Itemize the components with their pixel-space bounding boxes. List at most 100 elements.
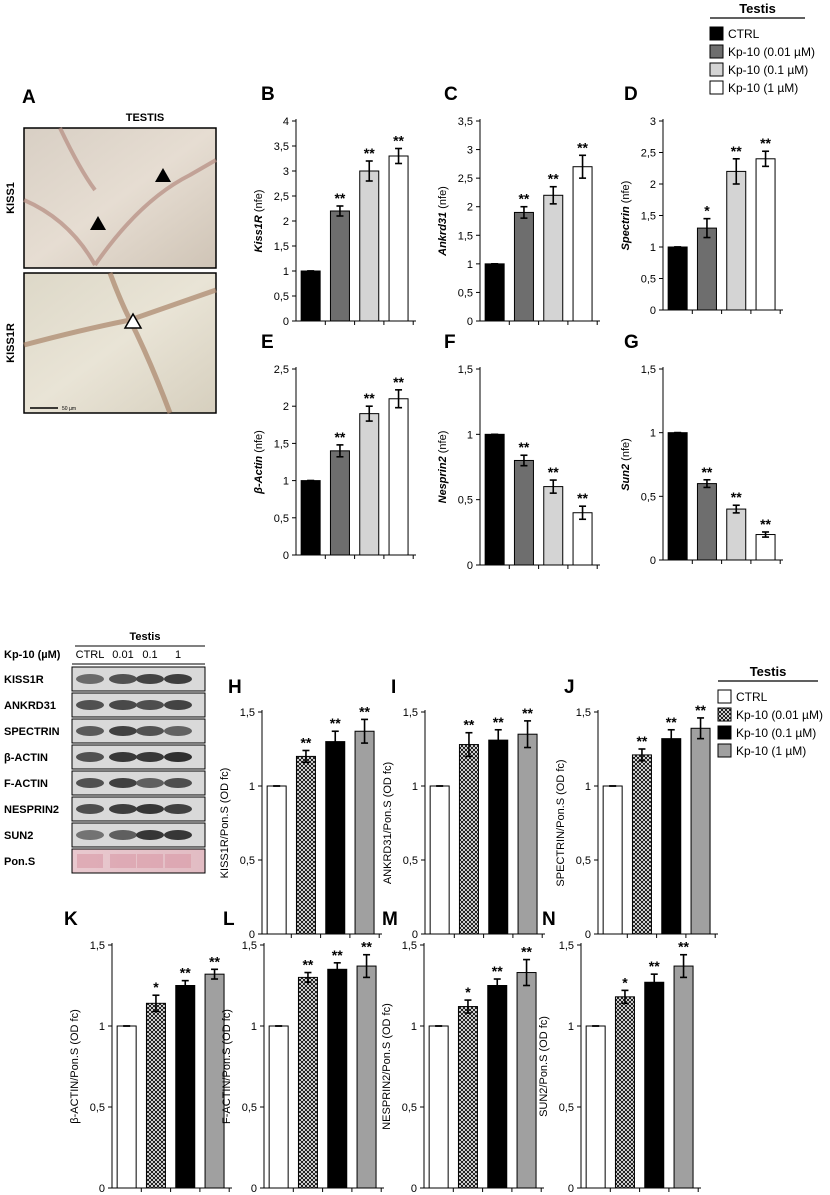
y-tick-label: 0 — [411, 1183, 417, 1195]
y-tick-label: 2 — [467, 202, 473, 214]
significance-label: ** — [300, 734, 311, 750]
y-axis-label-unit: KISS1R/Pon.S (OD fc) — [219, 768, 231, 879]
significance-label: ** — [666, 714, 677, 730]
y-tick-label: 0,5 — [242, 1102, 257, 1114]
y-axis-label: β-ACTIN/Pon.S (OD fc) — [69, 1009, 81, 1124]
significance-label: ** — [334, 429, 345, 445]
western-blot-panel: Testis Kp-10 (µM) CTRL 0.01 0.1 1 KISS1R ANKRD3… — [4, 631, 206, 874]
bar — [614, 996, 635, 1189]
significance-label: ** — [695, 702, 706, 718]
y-axis-label-gene: Sun2 — [620, 464, 632, 491]
y-tick-label: 1 — [585, 781, 591, 793]
panel-letter: E — [261, 332, 274, 353]
wb-row-label: β-ACTIN — [4, 752, 48, 764]
wb-band — [164, 830, 192, 840]
y-tick-label: 1 — [412, 781, 418, 793]
bar — [458, 744, 479, 935]
bar — [513, 211, 534, 322]
legend-swatch — [709, 44, 724, 59]
y-tick-label: 2,5 — [458, 173, 473, 185]
panel-letter: J — [564, 677, 575, 698]
y-tick-label: 0,5 — [240, 855, 255, 867]
significance-label: * — [622, 974, 628, 990]
wb-band — [76, 778, 104, 788]
bar — [488, 739, 509, 935]
y-axis-label: Ankrd31 (nfe) — [437, 186, 449, 257]
y-axis-label: SPECTRIN/Pon.S (OD fc) — [555, 759, 567, 886]
histology-row-label-kiss1: KISS1 — [5, 182, 17, 214]
bar — [325, 741, 346, 935]
y-tick-label: 3,5 — [458, 116, 473, 128]
panel-letter: H — [228, 677, 242, 698]
significance-label: ** — [463, 717, 474, 733]
wb-band — [164, 700, 192, 710]
bar — [266, 785, 287, 935]
legend-label: CTRL — [736, 690, 768, 704]
significance-label: ** — [548, 171, 559, 187]
wb-band — [137, 854, 163, 868]
y-tick-label: 0,5 — [458, 287, 473, 299]
y-tick-label: 1 — [650, 242, 656, 254]
y-axis-label-unit: (nfe) — [437, 186, 449, 212]
legend-label: Kp-10 (0.1 µM) — [728, 63, 808, 77]
significance-label: ** — [701, 464, 712, 480]
y-tick-label: 1,5 — [559, 940, 574, 952]
wb-band — [164, 778, 192, 788]
chart-c: C 0 0,5 1 1,5 2 2,5 3 3,5 Ankrd31 (nfe) ** ** ** — [437, 84, 600, 328]
y-tick-label: 0,5 — [458, 495, 473, 507]
y-axis-label-unit: (nfe) — [620, 181, 632, 207]
bar — [484, 433, 505, 566]
legend-swatch — [717, 725, 732, 740]
bar — [429, 785, 450, 935]
bar — [484, 263, 505, 322]
legend-label: CTRL — [728, 27, 760, 41]
wb-band — [164, 752, 192, 762]
bar — [268, 1025, 289, 1189]
y-axis-label-unit: (nfe) — [620, 438, 632, 464]
bar — [145, 1002, 166, 1189]
bar — [726, 170, 747, 311]
significance-label: ** — [334, 190, 345, 206]
significance-label: ** — [492, 963, 503, 979]
y-axis-label: Sun2 (nfe) — [620, 438, 632, 491]
y-tick-label: 1,5 — [403, 707, 418, 719]
bar — [388, 398, 409, 556]
legend-label: Kp-10 (0.01 µM) — [728, 45, 815, 59]
y-tick-label: 1 — [568, 1021, 574, 1033]
y-tick-label: 0,5 — [576, 855, 591, 867]
y-tick-label: 0 — [249, 929, 255, 941]
y-tick-label: 0,5 — [641, 491, 656, 503]
y-tick-label: 3 — [467, 145, 473, 157]
significance-label: ** — [209, 953, 220, 969]
bar — [602, 785, 623, 935]
bar — [513, 459, 534, 566]
wb-band — [164, 804, 192, 814]
y-tick-label: 3 — [650, 116, 656, 128]
bar — [667, 432, 688, 561]
significance-label: ** — [330, 715, 341, 731]
histology-row-label-kiss1r: KISS1R — [5, 323, 17, 363]
bar — [667, 246, 688, 311]
y-axis-label-unit: (nfe) — [437, 431, 449, 457]
legend-swatch — [717, 743, 732, 758]
y-tick-label: 1,5 — [458, 230, 473, 242]
bar — [327, 968, 348, 1189]
y-tick-label: 1 — [467, 259, 473, 271]
significance-label: ** — [577, 490, 588, 506]
significance-label: ** — [364, 390, 375, 406]
panel-letter: I — [391, 677, 396, 698]
significance-label: ** — [493, 714, 504, 730]
bar — [300, 480, 321, 556]
legend-swatch — [709, 80, 724, 95]
bar — [673, 965, 694, 1189]
y-tick-label: 1,5 — [576, 707, 591, 719]
legend-swatch — [717, 707, 732, 722]
y-axis-label-unit: (nfe) — [253, 190, 265, 216]
y-tick-label: 1,5 — [274, 241, 289, 253]
wb-band — [136, 700, 164, 710]
bar — [354, 730, 375, 935]
wb-band — [136, 804, 164, 814]
legend-label: Kp-10 (1 µM) — [728, 81, 798, 95]
wb-band — [109, 700, 137, 710]
